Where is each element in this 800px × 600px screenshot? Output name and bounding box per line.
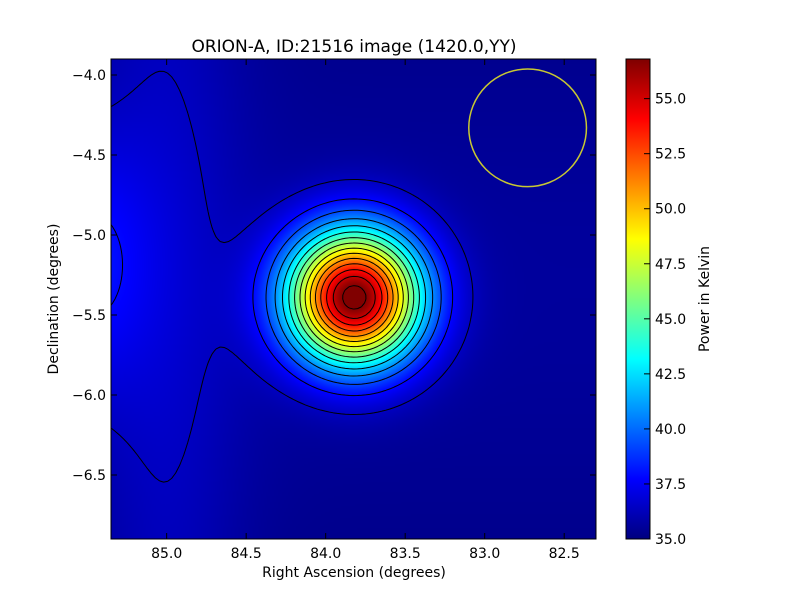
contour-level-0 [111, 70, 474, 483]
contour-level-11 [320, 263, 389, 332]
colorbar-tick-label: 50.0 [655, 202, 686, 218]
y-tick-label: −6.0 [72, 388, 106, 404]
colorbar-tick-label: 40.0 [655, 422, 686, 438]
y-tick-label: −4.5 [72, 148, 106, 164]
colorbar-tick-label: 47.5 [655, 257, 686, 273]
colorbar: 35.0 37.5 40.0 42.5 45.0 47.5 50.0 52.5 55.0 Pow… [625, 58, 713, 548]
contour-level-5 [288, 231, 420, 364]
y-tick-label: −5.5 [72, 308, 106, 324]
plot-frame [110, 58, 597, 540]
contour-level-13 [332, 275, 376, 319]
colorbar-ticks: 35.0 37.5 40.0 42.5 45.0 47.5 50.0 52.5 55.0 [644, 92, 686, 548]
x-tick-label: 82.5 [549, 546, 580, 562]
colorbar-tick-label: 37.5 [655, 477, 686, 493]
contour-level-1 [111, 198, 454, 397]
beam-circle [468, 68, 588, 188]
contour-lines [111, 70, 474, 483]
colorbar-tick-label: 35.0 [655, 532, 686, 548]
chart-title: ORION-A, ID:21516 image (1420.0,YY) [191, 37, 516, 57]
contour-level-2 [265, 209, 442, 385]
contour-level-9 [309, 252, 399, 343]
contour-level-4 [281, 225, 427, 370]
x-tick-label: 84.0 [310, 546, 341, 562]
colorbar-tick-label: 52.5 [655, 147, 686, 163]
contour-level-14 [342, 285, 367, 310]
colorbar-gradient [625, 58, 651, 540]
contour-level-12 [326, 269, 383, 326]
heatmap-image [111, 59, 596, 539]
y-axis-ticks: −4.0 −4.5 −5.0 −5.5 −6.0 −6.5 [72, 68, 596, 484]
x-tick-label: 85.0 [151, 546, 182, 562]
contour-level-6 [294, 237, 415, 358]
contour-level-8 [304, 247, 404, 348]
y-tick-label: −4.0 [72, 68, 106, 84]
x-tick-label: 83.0 [469, 546, 500, 562]
y-tick-label: −5.0 [72, 228, 106, 244]
colorbar-tick-label: 55.0 [655, 92, 686, 108]
y-axis-label: Declination (degrees) [46, 224, 62, 375]
y-tick-label: −6.5 [72, 468, 106, 484]
x-tick-label: 84.5 [231, 546, 262, 562]
contour-level-7 [299, 242, 409, 353]
colorbar-tick-label: 45.0 [655, 312, 686, 328]
colorbar-label: Power in Kelvin [697, 246, 713, 352]
x-axis-label: Right Ascension (degrees) [262, 565, 446, 581]
x-axis-ticks: 85.0 84.5 84.0 83.5 83.0 82.5 [151, 59, 580, 562]
contour-level-3 [274, 218, 434, 377]
contour-level-10 [314, 257, 394, 337]
colorbar-tick-label: 42.5 [655, 367, 686, 383]
x-tick-label: 83.5 [390, 546, 421, 562]
heatmap-area [111, 59, 596, 539]
